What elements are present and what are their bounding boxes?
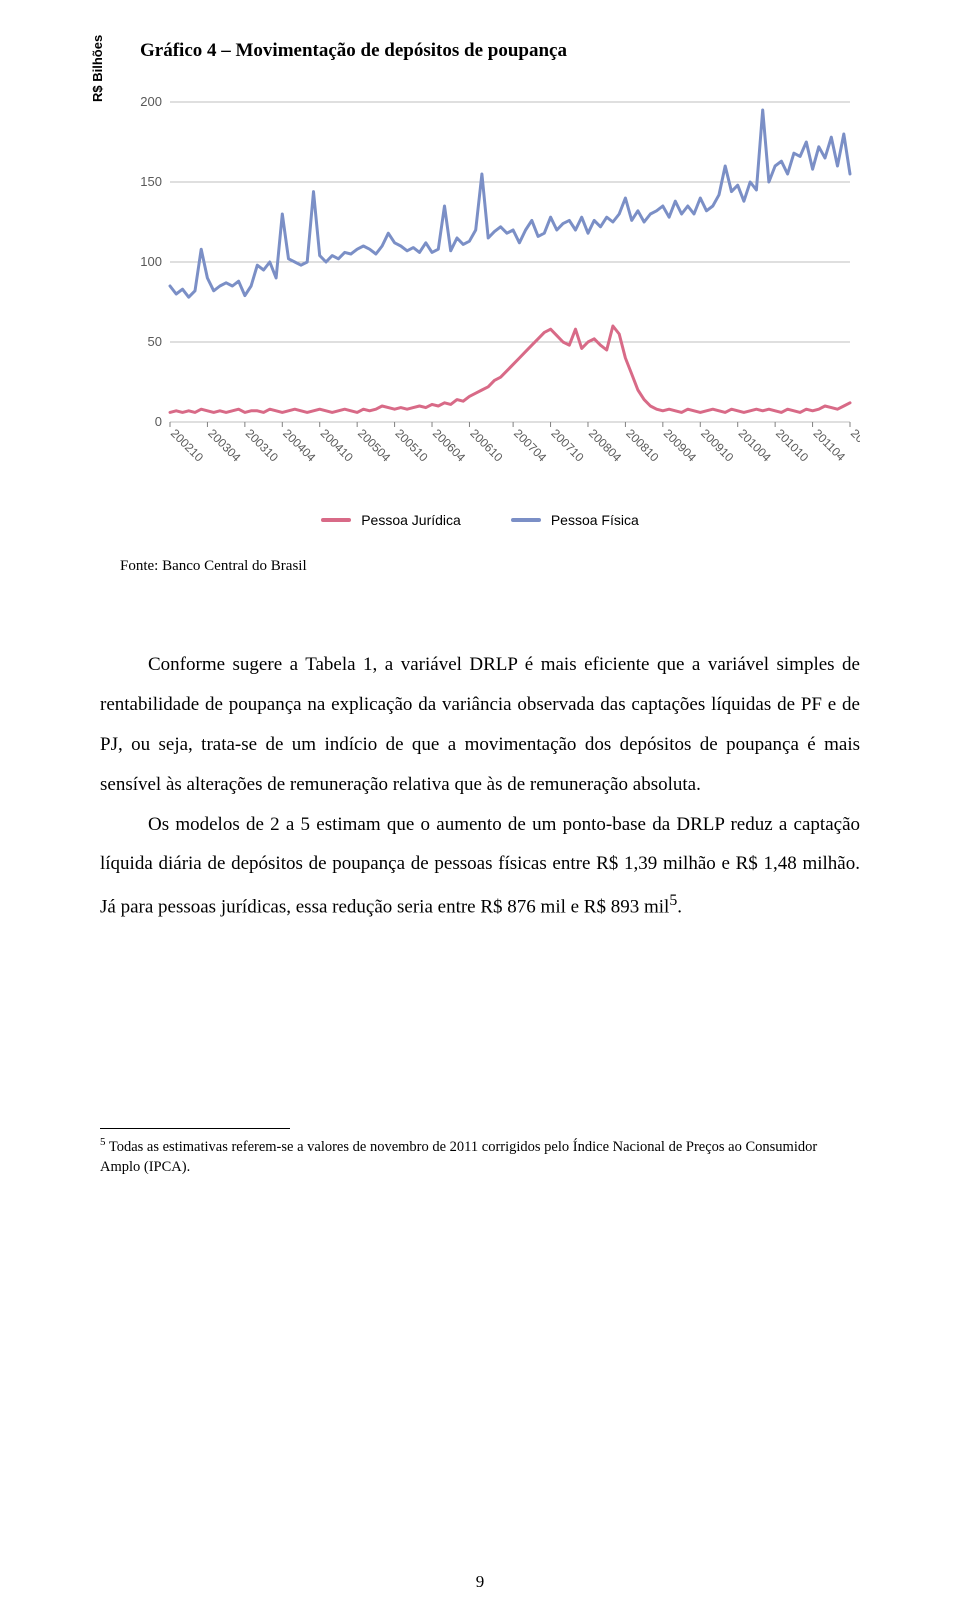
svg-text:200310: 200310: [243, 426, 281, 464]
paragraph-2: Os modelos de 2 a 5 estimam que o aument…: [100, 805, 860, 928]
paragraph-1: Conforme sugere a Tabela 1, a variável D…: [100, 645, 860, 805]
legend-label-juridica: Pessoa Jurídica: [361, 512, 461, 528]
legend-label-fisica: Pessoa Física: [551, 512, 639, 528]
line-chart: 0 50 100 150 200 2002102003042003102004042004…: [120, 92, 860, 492]
svg-text:201004: 201004: [736, 426, 774, 464]
svg-text:200804: 200804: [586, 426, 624, 464]
svg-text:200510: 200510: [392, 426, 430, 464]
svg-text:201104: 201104: [810, 426, 848, 464]
paragraph-2-end: .: [677, 897, 682, 918]
y-axis-label: R$ Bilhões: [90, 35, 105, 102]
footnote: 5 Todas as estimativas referem-se a valo…: [100, 1135, 860, 1177]
svg-text:201110: 201110: [848, 426, 860, 463]
legend-swatch-juridica: [321, 518, 351, 522]
svg-text:150: 150: [140, 174, 162, 189]
svg-text:200704: 200704: [511, 426, 549, 464]
svg-text:100: 100: [140, 254, 162, 269]
svg-text:200404: 200404: [280, 426, 318, 464]
legend-swatch-fisica: [511, 518, 541, 522]
paragraph-2-text: Os modelos de 2 a 5 estimam que o aument…: [100, 814, 860, 918]
svg-text:200504: 200504: [355, 426, 393, 464]
svg-text:200810: 200810: [623, 426, 661, 464]
svg-text:200710: 200710: [548, 426, 586, 464]
page-number: 9: [0, 1572, 960, 1592]
svg-text:200904: 200904: [661, 426, 699, 464]
footnote-text: Todas as estimativas referem-se a valore…: [100, 1138, 817, 1174]
svg-text:201010: 201010: [773, 426, 811, 464]
svg-text:0: 0: [155, 414, 162, 429]
svg-text:200210: 200210: [168, 426, 206, 464]
source-text: Fonte: Banco Central do Brasil: [120, 558, 860, 575]
chart-legend: Pessoa Jurídica Pessoa Física: [100, 512, 860, 528]
svg-text:200304: 200304: [205, 426, 243, 464]
svg-text:200410: 200410: [318, 426, 356, 464]
chart-title: Gráfico 4 – Movimentação de depósitos de…: [140, 40, 860, 62]
body-text: Conforme sugere a Tabela 1, a variável D…: [100, 645, 860, 928]
legend-item-juridica: Pessoa Jurídica: [321, 512, 461, 528]
svg-text:200910: 200910: [698, 426, 736, 464]
footnote-rule: [100, 1128, 290, 1129]
svg-text:200: 200: [140, 94, 162, 109]
svg-text:200604: 200604: [430, 426, 468, 464]
legend-item-fisica: Pessoa Física: [511, 512, 639, 528]
svg-text:200610: 200610: [467, 426, 505, 464]
chart-container: R$ Bilhões 05010015020020021020030420031…: [100, 92, 860, 472]
svg-text:50: 50: [148, 334, 162, 349]
